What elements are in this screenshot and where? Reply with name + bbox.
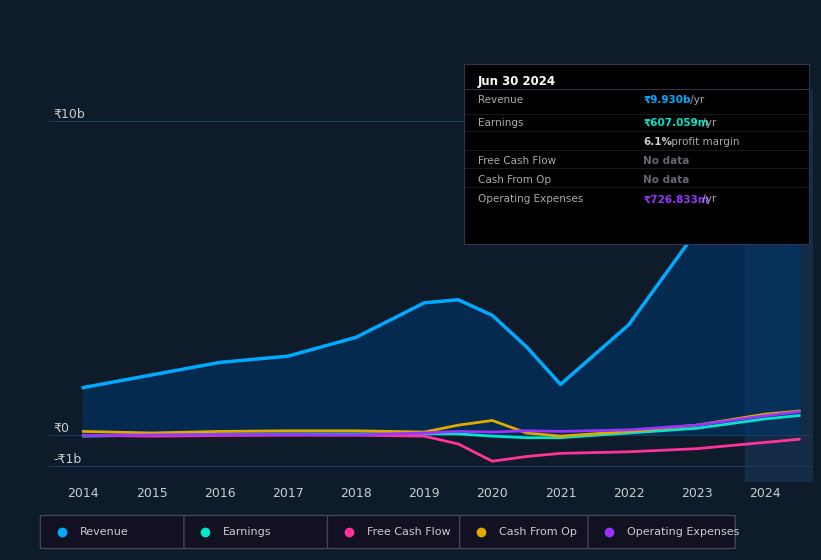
Text: Earnings: Earnings — [223, 527, 272, 537]
Text: Revenue: Revenue — [478, 95, 523, 105]
FancyBboxPatch shape — [588, 515, 736, 549]
Text: Free Cash Flow: Free Cash Flow — [478, 156, 556, 166]
Text: No data: No data — [643, 156, 690, 166]
Text: -₹1b: -₹1b — [53, 453, 81, 466]
Text: ₹9.930b: ₹9.930b — [643, 95, 690, 105]
Text: /yr: /yr — [699, 194, 716, 204]
Text: Operating Expenses: Operating Expenses — [478, 194, 583, 204]
FancyBboxPatch shape — [40, 515, 188, 549]
Text: Jun 30 2024: Jun 30 2024 — [478, 75, 556, 88]
Bar — [745, 90, 813, 482]
Text: Operating Expenses: Operating Expenses — [627, 527, 740, 537]
Text: /yr: /yr — [699, 118, 716, 128]
Text: ₹0: ₹0 — [53, 422, 69, 435]
Text: Free Cash Flow: Free Cash Flow — [367, 527, 450, 537]
Text: ₹10b: ₹10b — [53, 108, 85, 121]
FancyBboxPatch shape — [184, 515, 331, 549]
Text: No data: No data — [643, 175, 690, 185]
Text: /yr: /yr — [686, 95, 704, 105]
FancyBboxPatch shape — [328, 515, 475, 549]
Text: ₹726.833m: ₹726.833m — [643, 194, 709, 204]
FancyBboxPatch shape — [460, 515, 607, 549]
Text: 6.1%: 6.1% — [643, 137, 672, 147]
Text: Cash From Op: Cash From Op — [478, 175, 551, 185]
Text: profit margin: profit margin — [668, 137, 740, 147]
Text: Earnings: Earnings — [478, 118, 523, 128]
Text: Cash From Op: Cash From Op — [499, 527, 576, 537]
Text: Revenue: Revenue — [80, 527, 128, 537]
Text: ₹607.059m: ₹607.059m — [643, 118, 709, 128]
